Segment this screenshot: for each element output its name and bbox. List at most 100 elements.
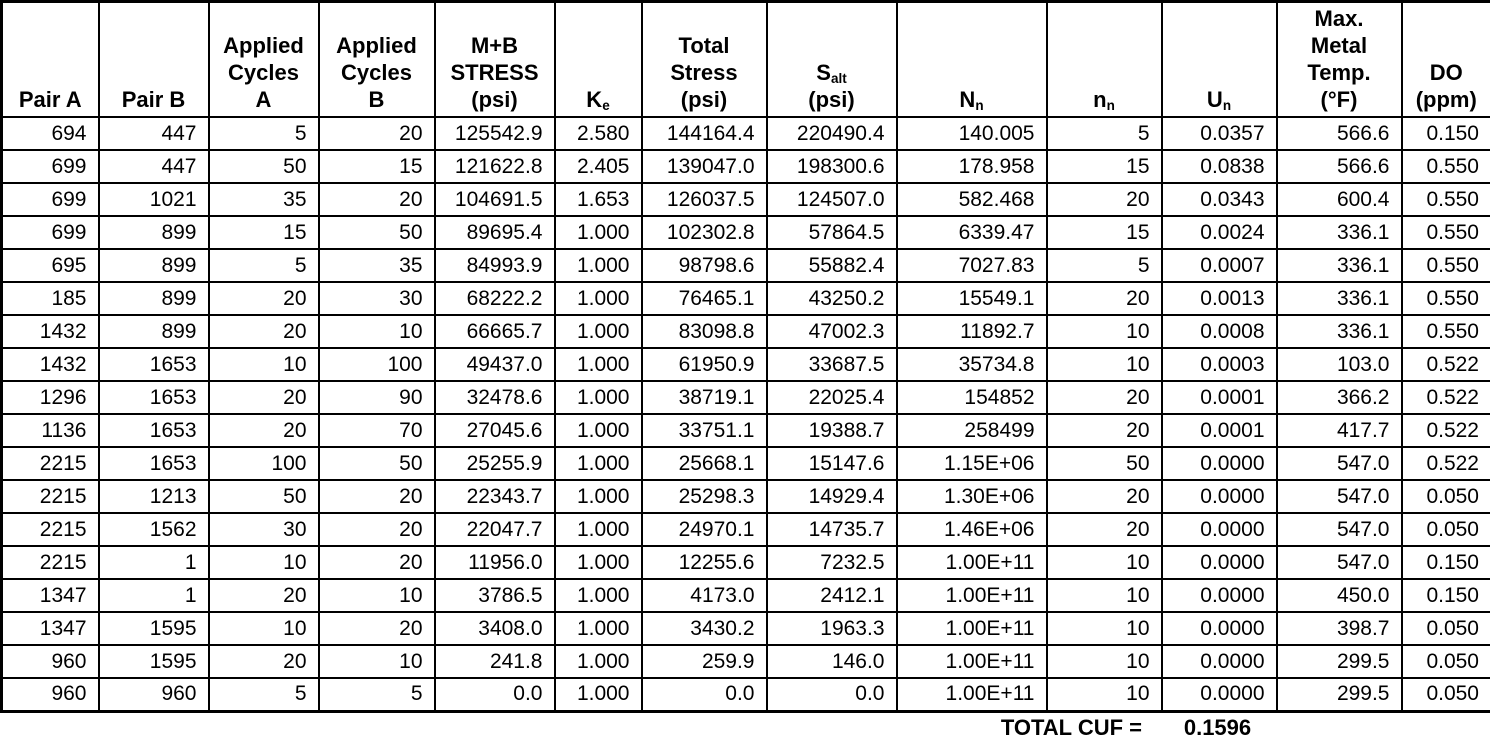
cell-ke: 1.000 — [553, 281, 643, 316]
cell-do-ppm: 0.550 — [1400, 248, 1490, 283]
cell-un: 0.0000 — [1160, 578, 1278, 613]
cell-nn-applied: 20 — [1045, 479, 1163, 514]
cell-applied-cycles-a: 20 — [207, 281, 320, 316]
cell-pair-b: 1 — [97, 578, 210, 613]
cell-do-ppm: 0.050 — [1400, 677, 1490, 712]
cell-nn-applied: 15 — [1045, 149, 1163, 184]
cell-do-ppm: 0.522 — [1400, 380, 1490, 415]
fatigue-usage-table: Pair A Pair B Applied Cycles A Applied C… — [0, 0, 1490, 713]
cell-do-ppm: 0.150 — [1400, 578, 1490, 613]
cell-pair-a: 694 — [0, 116, 100, 151]
cell-max-metal-temp: 417.7 — [1275, 413, 1403, 448]
cell-do-ppm: 0.550 — [1400, 182, 1490, 217]
cell-total-stress: 25668.1 — [640, 446, 768, 481]
cell-total-stress: 259.9 — [640, 644, 768, 679]
cell-max-metal-temp: 547.0 — [1275, 512, 1403, 547]
cell-nn-allowable: 1.00E+11 — [895, 644, 1048, 679]
cell-total-stress: 98798.6 — [640, 248, 768, 283]
col-header-salt: Salt (psi) — [765, 0, 898, 118]
cell-pair-b: 899 — [97, 215, 210, 250]
cell-applied-cycles-b: 20 — [317, 182, 436, 217]
cell-nn-applied: 5 — [1045, 116, 1163, 151]
cell-max-metal-temp: 547.0 — [1275, 545, 1403, 580]
cell-applied-cycles-b: 30 — [317, 281, 436, 316]
cell-pair-a: 1347 — [0, 578, 100, 613]
cell-total-stress: 24970.1 — [640, 512, 768, 547]
cell-un: 0.0008 — [1160, 314, 1278, 349]
cell-nn-allowable: 582.468 — [895, 182, 1048, 217]
cell-ke: 2.405 — [553, 149, 643, 184]
cell-applied-cycles-b: 10 — [317, 314, 436, 349]
col-header-mb-stress: M+B STRESS (psi) — [433, 0, 556, 118]
cell-un: 0.0001 — [1160, 380, 1278, 415]
cell-ke: 1.000 — [553, 215, 643, 250]
cell-pair-b: 447 — [97, 149, 210, 184]
table-row: 1432 899 20 10 66665.7 1.000 83098.8 47002.3 118… — [0, 314, 1490, 349]
cell-nn-applied: 10 — [1045, 644, 1163, 679]
table-row: 1136 1653 20 70 27045.6 1.000 33751.1 19388.7 25… — [0, 413, 1490, 448]
cell-max-metal-temp: 566.6 — [1275, 149, 1403, 184]
cell-ke: 1.000 — [553, 314, 643, 349]
table-row: 1347 1 20 10 3786.5 1.000 4173.0 2412.1 1.00E+11… — [0, 578, 1490, 613]
cell-nn-applied: 10 — [1045, 347, 1163, 382]
cell-applied-cycles-b: 50 — [317, 215, 436, 250]
cell-total-stress: 76465.1 — [640, 281, 768, 316]
cell-pair-b: 1021 — [97, 182, 210, 217]
cell-pair-a: 960 — [0, 677, 100, 712]
cell-ke: 1.000 — [553, 512, 643, 547]
cell-applied-cycles-a: 30 — [207, 512, 320, 547]
cell-pair-b: 1595 — [97, 611, 210, 646]
table-row: 2215 1562 30 20 22047.7 1.000 24970.1 14735.7 1.… — [0, 512, 1490, 547]
cell-total-stress: 25298.3 — [640, 479, 768, 514]
cell-pair-a: 185 — [0, 281, 100, 316]
cell-pair-b: 1595 — [97, 644, 210, 679]
cell-nn-allowable: 6339.47 — [895, 215, 1048, 250]
cell-applied-cycles-a: 15 — [207, 215, 320, 250]
cell-do-ppm: 0.050 — [1400, 512, 1490, 547]
cell-nn-allowable: 1.00E+11 — [895, 545, 1048, 580]
col-header-nn-applied: nn — [1045, 0, 1163, 118]
cell-total-stress: 4173.0 — [640, 578, 768, 613]
cell-nn-applied: 20 — [1045, 380, 1163, 415]
cell-nn-allowable: 1.00E+11 — [895, 578, 1048, 613]
cell-pair-b: 899 — [97, 248, 210, 283]
col-header-applied-cycles-b: Applied Cycles B — [317, 0, 436, 118]
cell-applied-cycles-a: 20 — [207, 644, 320, 679]
cell-salt: 146.0 — [765, 644, 898, 679]
cell-nn-applied: 10 — [1045, 314, 1163, 349]
cell-nn-allowable: 11892.7 — [895, 314, 1048, 349]
cell-pair-a: 1136 — [0, 413, 100, 448]
cell-pair-b: 960 — [97, 677, 210, 712]
cell-mb-stress: 0.0 — [433, 677, 556, 712]
cell-pair-b: 1653 — [97, 413, 210, 448]
cell-pair-a: 1296 — [0, 380, 100, 415]
col-header-pair-b: Pair B — [97, 0, 210, 118]
cell-max-metal-temp: 600.4 — [1275, 182, 1403, 217]
cell-applied-cycles-b: 20 — [317, 116, 436, 151]
cell-pair-a: 2215 — [0, 512, 100, 547]
cell-un: 0.0000 — [1160, 611, 1278, 646]
cell-total-stress: 3430.2 — [640, 611, 768, 646]
cell-mb-stress: 25255.9 — [433, 446, 556, 481]
cell-applied-cycles-a: 50 — [207, 479, 320, 514]
cell-do-ppm: 0.050 — [1400, 644, 1490, 679]
cell-nn-applied: 20 — [1045, 512, 1163, 547]
cell-nn-allowable: 258499 — [895, 413, 1048, 448]
cell-max-metal-temp: 103.0 — [1275, 347, 1403, 382]
table-row: 2215 1653 100 50 25255.9 1.000 25668.1 15147.6 1… — [0, 446, 1490, 481]
cell-ke: 1.000 — [553, 380, 643, 415]
cell-nn-allowable: 1.00E+11 — [895, 611, 1048, 646]
cell-do-ppm: 0.522 — [1400, 413, 1490, 448]
cell-total-stress: 126037.5 — [640, 182, 768, 217]
cell-pair-b: 1653 — [97, 446, 210, 481]
cell-pair-a: 1432 — [0, 347, 100, 382]
cell-nn-applied: 20 — [1045, 281, 1163, 316]
col-header-total-stress: Total Stress (psi) — [640, 0, 768, 118]
cell-applied-cycles-a: 10 — [207, 611, 320, 646]
cell-do-ppm: 0.522 — [1400, 347, 1490, 382]
cell-max-metal-temp: 336.1 — [1275, 248, 1403, 283]
cell-max-metal-temp: 547.0 — [1275, 479, 1403, 514]
table-row: 1432 1653 10 100 49437.0 1.000 61950.9 33687.5 3… — [0, 347, 1490, 382]
cell-un: 0.0357 — [1160, 116, 1278, 151]
